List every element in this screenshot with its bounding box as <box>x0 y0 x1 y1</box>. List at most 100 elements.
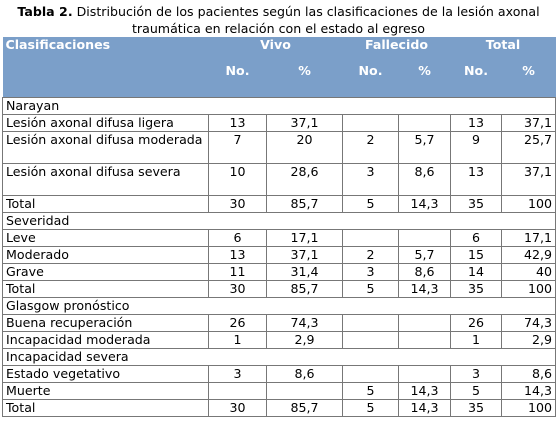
fallecido-pct-cell: 14,3 <box>398 194 451 213</box>
vivo-pct-cell: 85,7 <box>266 279 343 298</box>
fallecido-no-cell: 5 <box>342 398 399 417</box>
vivo-no-cell: 1 <box>208 330 267 349</box>
vivo-no-cell: 13 <box>208 245 267 264</box>
vivo-pct-cell: 37,1 <box>266 245 343 264</box>
row-label: Lesión axonal difusa severa <box>2 162 209 196</box>
total-pct-cell: 37,1 <box>501 162 556 196</box>
section-label: Severidad <box>2 211 556 230</box>
row-label: Total <box>2 279 209 298</box>
fallecido-no-cell <box>342 113 399 132</box>
fallecido-no-cell: 5 <box>342 194 399 213</box>
row-label: Estado vegetativo <box>2 364 209 383</box>
fallecido-no-cell <box>342 330 399 349</box>
vivo-no-cell <box>208 381 267 400</box>
row-label: Buena recuperación <box>2 313 209 332</box>
fallecido-no-cell: 5 <box>342 381 399 400</box>
row-label: Total <box>2 194 209 213</box>
total-no-cell: 15 <box>450 245 502 264</box>
row-label: Lesión axonal difusa ligera <box>2 113 209 132</box>
total-pct-cell: 100 <box>501 194 556 213</box>
table-caption: Tabla 2. Distribución de los pacientes s… <box>0 0 557 37</box>
table-row: Lesión axonal difusa ligera 13 37,1 13 37,1 <box>2 113 556 132</box>
table-row: Lesión axonal difusa severa 10 28,6 3 8,6 13 3… <box>2 162 556 196</box>
table-row: Lesión axonal difusa moderada 7 20 2 5,7 9 25,… <box>2 130 556 164</box>
fallecido-pct-cell <box>398 364 451 383</box>
fallecido-no-cell: 2 <box>342 245 399 264</box>
fallecido-pct-cell: 8,6 <box>398 262 451 281</box>
fallecido-no-cell <box>342 364 399 383</box>
total-pct-cell: 8,6 <box>501 364 556 383</box>
section-label: Incapacidad severa <box>2 347 556 366</box>
fallecido-pct-cell: 5,7 <box>398 245 451 264</box>
fallecido-pct-cell: 14,3 <box>398 279 451 298</box>
vivo-pct-cell: 28,6 <box>266 162 343 196</box>
total-no-cell: 35 <box>450 398 502 417</box>
total-pct-cell: 100 <box>501 279 556 298</box>
vivo-no-cell: 7 <box>208 130 267 164</box>
total-no-cell: 9 <box>450 130 502 164</box>
table-row: Total 30 85,7 5 14,3 35 100 <box>2 194 556 213</box>
fallecido-pct-cell: 8,6 <box>398 162 451 196</box>
header-fallecido-pct: % <box>418 63 431 78</box>
fallecido-pct-cell <box>398 330 451 349</box>
table-row: Leve 6 17,1 6 17,1 <box>2 228 556 247</box>
header-blank <box>3 57 209 97</box>
total-no-cell: 13 <box>450 113 502 132</box>
header-clasificaciones: Clasificaciones <box>5 37 111 52</box>
table-row: Total 30 85,7 5 14,3 35 100 <box>2 398 556 417</box>
total-pct-cell: 74,3 <box>501 313 556 332</box>
table-row: Muerte 5 14,3 5 14,3 <box>2 381 556 400</box>
table-header: Clasificaciones Vivo Fallecido Total No.… <box>2 37 556 97</box>
section-row: Glasgow pronóstico <box>2 296 556 315</box>
section-row: Narayan <box>2 96 556 115</box>
section-label: Narayan <box>2 96 556 115</box>
table-row: Moderado 13 37,1 2 5,7 15 42,9 <box>2 245 556 264</box>
vivo-pct-cell: 31,4 <box>266 262 343 281</box>
vivo-pct-cell <box>266 381 343 400</box>
classification-table: Clasificaciones Vivo Fallecido Total No.… <box>2 37 556 417</box>
vivo-no-cell: 3 <box>208 364 267 383</box>
fallecido-no-cell: 5 <box>342 279 399 298</box>
total-no-cell: 13 <box>450 162 502 196</box>
fallecido-no-cell <box>342 228 399 247</box>
row-label: Moderado <box>2 245 209 264</box>
row-label: Lesión axonal difusa moderada <box>2 130 209 164</box>
table-row: Incapacidad moderada 1 2,9 1 2,9 <box>2 330 556 349</box>
vivo-pct-cell: 2,9 <box>266 330 343 349</box>
row-label: Incapacidad moderada <box>2 330 209 349</box>
total-pct-cell: 14,3 <box>501 381 556 400</box>
header-total-no: No. <box>464 63 488 78</box>
vivo-pct-cell: 74,3 <box>266 313 343 332</box>
fallecido-pct-cell <box>398 228 451 247</box>
total-no-cell: 26 <box>450 313 502 332</box>
vivo-no-cell: 30 <box>208 194 267 213</box>
fallecido-no-cell <box>342 313 399 332</box>
total-no-cell: 1 <box>450 330 502 349</box>
header-total: Total <box>485 37 521 52</box>
header-vivo: Vivo <box>260 37 291 52</box>
header-vivo-no: No. <box>225 63 250 78</box>
table-row: Buena recuperación 26 74,3 26 74,3 <box>2 313 556 332</box>
fallecido-pct-cell: 14,3 <box>398 398 451 417</box>
vivo-pct-cell: 85,7 <box>266 398 343 417</box>
fallecido-pct-cell: 14,3 <box>398 381 451 400</box>
total-no-cell: 6 <box>450 228 502 247</box>
fallecido-pct-cell: 5,7 <box>398 130 451 164</box>
total-no-cell: 35 <box>450 194 502 213</box>
vivo-no-cell: 10 <box>208 162 267 196</box>
fallecido-pct-cell <box>398 313 451 332</box>
fallecido-no-cell: 2 <box>342 130 399 164</box>
total-pct-cell: 42,9 <box>501 245 556 264</box>
vivo-no-cell: 30 <box>208 398 267 417</box>
vivo-no-cell: 6 <box>208 228 267 247</box>
table-row: Grave 11 31,4 3 8,6 14 40 <box>2 262 556 281</box>
table-row: Estado vegetativo 3 8,6 3 8,6 <box>2 364 556 383</box>
vivo-no-cell: 26 <box>208 313 267 332</box>
vivo-pct-cell: 85,7 <box>266 194 343 213</box>
section-row: Severidad <box>2 211 556 230</box>
header-total-pct: % <box>522 63 535 78</box>
header-fallecido-no: No. <box>358 63 383 78</box>
vivo-pct-cell: 8,6 <box>266 364 343 383</box>
section-label: Glasgow pronóstico <box>2 296 556 315</box>
row-label: Grave <box>2 262 209 281</box>
